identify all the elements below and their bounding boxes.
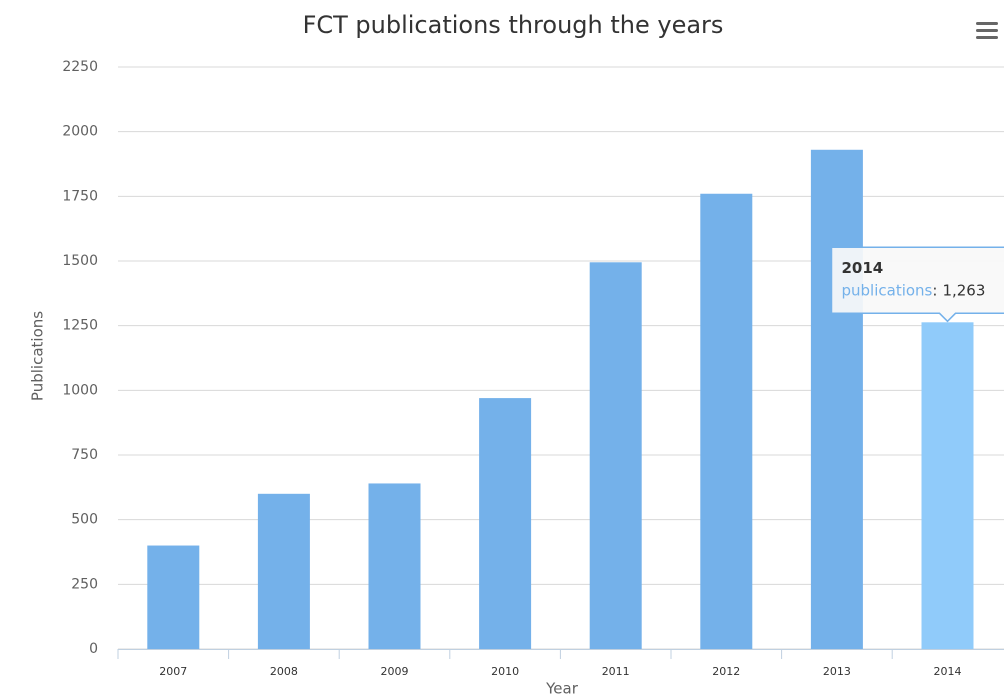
y-axis-label: Publications [29, 311, 47, 401]
x-tick-label: 2008 [270, 665, 298, 678]
x-tick-label: 2007 [159, 665, 187, 678]
bar [479, 398, 532, 649]
x-axis-label: Year [545, 680, 579, 698]
x-tick-label: 2014 [934, 665, 962, 678]
menu-bar [976, 36, 998, 39]
y-tick-label: 1750 [62, 188, 98, 204]
x-tick-label: 2010 [491, 665, 519, 678]
tooltip-number: 1,263 [942, 281, 985, 299]
tooltip-series-name: publications [842, 281, 933, 299]
tooltip-value: publications: 1,263 [842, 281, 986, 299]
x-tick-label: 2009 [381, 665, 409, 678]
y-tick-label: 1250 [62, 318, 98, 334]
bar [700, 193, 753, 649]
y-tick-label: 500 [71, 512, 98, 528]
y-tick-label: 750 [71, 447, 98, 463]
tooltip-box [830, 246, 1004, 323]
y-tick-label: 1000 [62, 382, 98, 398]
bar [257, 493, 310, 649]
x-tick-label: 2011 [602, 665, 630, 678]
x-tick-label: 2012 [712, 665, 740, 678]
y-tick-label: 2000 [62, 124, 98, 140]
bar [368, 483, 421, 649]
chart-title: FCT publications through the years [303, 11, 724, 39]
y-tick-label: 2250 [62, 59, 98, 75]
menu-button[interactable] [976, 22, 998, 39]
tooltip: 2014 publications: 1,263 [830, 246, 1004, 323]
bar [921, 322, 974, 649]
y-tick-label: 0 [89, 641, 98, 657]
y-tick-label: 250 [71, 576, 98, 592]
menu-bar [976, 29, 998, 32]
bar [147, 545, 200, 649]
menu-bar [976, 22, 998, 25]
bar [589, 262, 642, 649]
bar [810, 149, 863, 650]
y-tick-label: 1500 [62, 253, 98, 269]
tooltip-separator: : [932, 281, 937, 299]
tooltip-title: 2014 [842, 259, 884, 277]
x-tick-label: 2013 [823, 665, 851, 678]
